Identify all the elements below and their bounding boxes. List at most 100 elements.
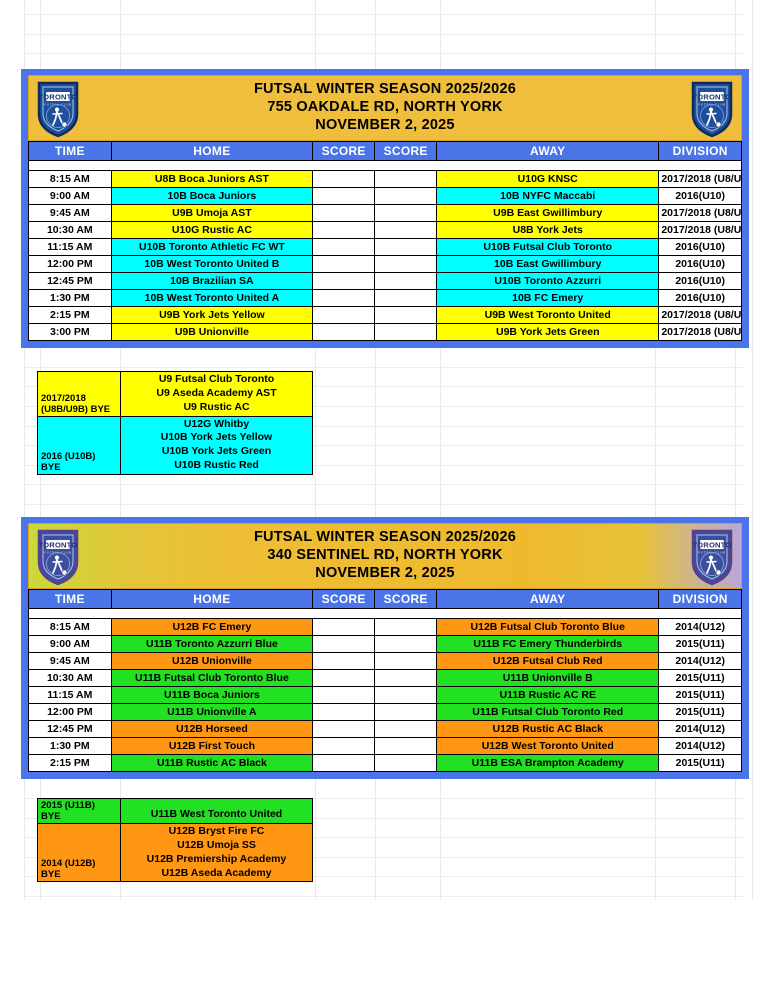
away-team-cell[interactable]: U9B East Gwillimbury	[436, 204, 660, 222]
home-score-cell[interactable]	[312, 323, 376, 341]
table-row[interactable]: 3:00 PM U9B Unionville U9B York Jets Green…	[28, 323, 742, 341]
home-team-cell[interactable]: U11B Toronto Azzurri Blue	[110, 635, 314, 653]
home-score-cell[interactable]	[312, 618, 376, 636]
away-team-cell[interactable]: U12B West Toronto United	[436, 737, 660, 755]
away-team-cell[interactable]: U9B West Toronto United	[436, 306, 660, 324]
table-row[interactable]: 9:00 AM U11B Toronto Azzurri Blue U11B FC …	[28, 635, 742, 653]
away-team-cell[interactable]: U8B York Jets	[436, 221, 660, 239]
toronto-futsal-logo-icon: TORONTO FUTSAL CLUB	[689, 80, 735, 138]
table-row[interactable]: 8:15 AM U12B FC Emery U12B Futsal Club Tor…	[28, 618, 742, 636]
away-score-cell[interactable]	[374, 221, 438, 239]
away-score-cell[interactable]	[374, 323, 438, 341]
away-score-cell[interactable]	[374, 272, 438, 290]
table-row[interactable]: 12:45 PM U12B Horseed U12B Rustic AC Black…	[28, 720, 742, 738]
away-score-cell[interactable]	[374, 754, 438, 772]
table-row[interactable]: 12:00 PM 10B West Toronto United B 10B Eas…	[28, 255, 742, 273]
away-team-cell[interactable]: U12B Futsal Club Toronto Blue	[436, 618, 660, 636]
home-team-cell[interactable]: U10G Rustic AC	[110, 221, 314, 239]
division-cell: 2015(U11)	[658, 754, 742, 772]
away-score-cell[interactable]	[374, 652, 438, 670]
table-row[interactable]: 9:45 AM U12B Unionville U12B Futsal Club R…	[28, 652, 742, 670]
away-team-cell[interactable]: U11B Rustic AC RE	[436, 686, 660, 704]
home-score-cell[interactable]	[312, 272, 376, 290]
home-score-cell[interactable]	[312, 289, 376, 307]
home-team-cell[interactable]: 10B West Toronto United A	[110, 289, 314, 307]
table-row[interactable]: 9:00 AM 10B Boca Juniors 10B NYFC Maccabi 2…	[28, 187, 742, 205]
home-score-cell[interactable]	[312, 187, 376, 205]
home-team-cell[interactable]: 10B Brazilian SA	[110, 272, 314, 290]
away-score-cell[interactable]	[374, 703, 438, 721]
home-team-cell[interactable]: U9B Unionville	[110, 323, 314, 341]
table-row[interactable]: 2:15 PM U9B York Jets Yellow U9B West Toro…	[28, 306, 742, 324]
away-score-cell[interactable]	[374, 170, 438, 188]
home-score-cell[interactable]	[312, 754, 376, 772]
home-score-cell[interactable]	[312, 221, 376, 239]
home-team-cell[interactable]: U12B FC Emery	[110, 618, 314, 636]
table-row[interactable]: 1:30 PM U12B First Touch U12B West Toronto…	[28, 737, 742, 755]
away-score-cell[interactable]	[374, 204, 438, 222]
table-row[interactable]: 1:30 PM 10B West Toronto United A 10B FC E…	[28, 289, 742, 307]
away-score-cell[interactable]	[374, 686, 438, 704]
spacer-cell	[28, 608, 742, 619]
home-score-cell[interactable]	[312, 204, 376, 222]
home-score-cell[interactable]	[312, 635, 376, 653]
table-row[interactable]: 9:45 AM U9B Umoja AST U9B East Gwillimbury…	[28, 204, 742, 222]
division-cell: 2014(U12)	[658, 737, 742, 755]
home-team-cell[interactable]: U9B York Jets Yellow	[110, 306, 314, 324]
away-score-cell[interactable]	[374, 737, 438, 755]
home-score-cell[interactable]	[312, 720, 376, 738]
home-team-cell[interactable]: U12B Unionville	[110, 652, 314, 670]
table-row[interactable]: 2:15 PM U11B Rustic AC Black U11B ESA Bram…	[28, 754, 742, 772]
away-team-cell[interactable]: U9B York Jets Green	[436, 323, 660, 341]
home-score-cell[interactable]	[312, 703, 376, 721]
away-team-cell[interactable]: 10B FC Emery	[436, 289, 660, 307]
home-score-cell[interactable]	[312, 652, 376, 670]
away-score-cell[interactable]	[374, 306, 438, 324]
home-team-cell[interactable]: U11B Futsal Club Toronto Blue	[110, 669, 314, 687]
home-score-cell[interactable]	[312, 669, 376, 687]
home-score-cell[interactable]	[312, 170, 376, 188]
away-score-cell[interactable]	[374, 289, 438, 307]
away-team-cell[interactable]: 10B East Gwillimbury	[436, 255, 660, 273]
home-score-cell[interactable]	[312, 306, 376, 324]
away-score-cell[interactable]	[374, 255, 438, 273]
away-team-cell[interactable]: U12B Rustic AC Black	[436, 720, 660, 738]
home-team-cell[interactable]: U9B Umoja AST	[110, 204, 314, 222]
home-score-cell[interactable]	[312, 737, 376, 755]
away-team-cell[interactable]: U10B Futsal Club Toronto	[436, 238, 660, 256]
away-score-cell[interactable]	[374, 669, 438, 687]
table-row[interactable]: 11:15 AM U10B Toronto Athletic FC WT U10B …	[28, 238, 742, 256]
home-team-cell[interactable]: U10B Toronto Athletic FC WT	[110, 238, 314, 256]
home-score-cell[interactable]	[312, 238, 376, 256]
home-team-cell[interactable]: U8B Boca Juniors AST	[110, 170, 314, 188]
away-score-cell[interactable]	[374, 618, 438, 636]
home-team-cell[interactable]: U11B Rustic AC Black	[110, 754, 314, 772]
away-team-cell[interactable]: U10G KNSC	[436, 170, 660, 188]
away-score-cell[interactable]	[374, 720, 438, 738]
away-score-cell[interactable]	[374, 635, 438, 653]
table-row[interactable]: 8:15 AM U8B Boca Juniors AST U10G KNSC 2017…	[28, 170, 742, 188]
home-team-cell[interactable]: U12B Horseed	[110, 720, 314, 738]
home-score-cell[interactable]	[312, 255, 376, 273]
away-team-cell[interactable]: 10B NYFC Maccabi	[436, 187, 660, 205]
home-team-cell[interactable]: 10B Boca Juniors	[110, 187, 314, 205]
table-row[interactable]: 10:30 AM U11B Futsal Club Toronto Blue U11…	[28, 669, 742, 687]
away-score-cell[interactable]	[374, 238, 438, 256]
away-team-cell[interactable]: U11B FC Emery Thunderbirds	[436, 635, 660, 653]
home-team-cell[interactable]: 10B West Toronto United B	[110, 255, 314, 273]
away-team-cell[interactable]: U12B Futsal Club Red	[436, 652, 660, 670]
away-team-cell[interactable]: U11B Unionville B	[436, 669, 660, 687]
away-team-cell[interactable]: U11B ESA Brampton Academy	[436, 754, 660, 772]
table-row[interactable]: 12:45 PM 10B Brazilian SA U10B Toronto Azz…	[28, 272, 742, 290]
away-score-cell[interactable]	[374, 187, 438, 205]
home-team-cell[interactable]: U11B Unionville A	[110, 703, 314, 721]
home-score-cell[interactable]	[312, 686, 376, 704]
svg-text:TORONTO: TORONTO	[38, 92, 77, 101]
away-team-cell[interactable]: U11B Futsal Club Toronto Red	[436, 703, 660, 721]
home-team-cell[interactable]: U11B Boca Juniors	[110, 686, 314, 704]
away-team-cell[interactable]: U10B Toronto Azzurri	[436, 272, 660, 290]
table-row[interactable]: 11:15 AM U11B Boca Juniors U11B Rustic AC …	[28, 686, 742, 704]
home-team-cell[interactable]: U12B First Touch	[110, 737, 314, 755]
table-row[interactable]: 12:00 PM U11B Unionville A U11B Futsal Clu…	[28, 703, 742, 721]
table-row[interactable]: 10:30 AM U10G Rustic AC U8B York Jets 2017/…	[28, 221, 742, 239]
